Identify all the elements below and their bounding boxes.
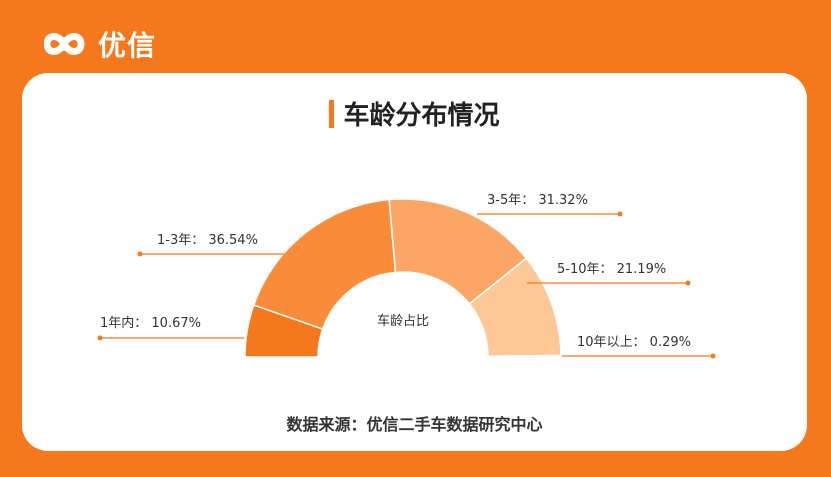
chart-title: 车龄分布情况 <box>22 95 807 132</box>
slice-5 <box>487 354 562 358</box>
chart-card: 车龄分布情况 1年内： 10.67% 1-3年： 36.54% 3-5年： 31.3… <box>22 73 807 451</box>
brand-name: 优信 <box>98 29 157 62</box>
half-donut-chart: 1年内： 10.67% 1-3年： 36.54% 3-5年： 31.32% 5-10年… <box>97 193 716 359</box>
slice-label-1: 1年内： 10.67% <box>100 315 201 331</box>
slice-label-3: 3-5年： 31.32% <box>487 193 588 208</box>
leader-dot-4 <box>685 280 691 286</box>
leader-dot-2 <box>137 251 143 257</box>
leader-dot-3 <box>617 211 623 217</box>
chart-title-text: 车龄分布情况 <box>343 101 500 131</box>
brand-logo-icon <box>44 33 85 55</box>
slice-2 <box>252 198 397 330</box>
leader-dot-1 <box>97 335 103 341</box>
data-source: 数据来源：优信二手车数据研究中心 <box>286 415 543 434</box>
title-accent-bar <box>329 99 335 128</box>
center-label: 车龄占比 <box>377 313 429 329</box>
slice-label-5: 10年以上： 0.29% <box>577 335 691 350</box>
slice-label-2: 1-3年： 36.54% <box>157 233 258 248</box>
brand-logo: 优信 <box>44 26 156 62</box>
leader-dot-5 <box>710 353 716 359</box>
slice-label-4: 5-10年： 21.19% <box>557 262 666 277</box>
